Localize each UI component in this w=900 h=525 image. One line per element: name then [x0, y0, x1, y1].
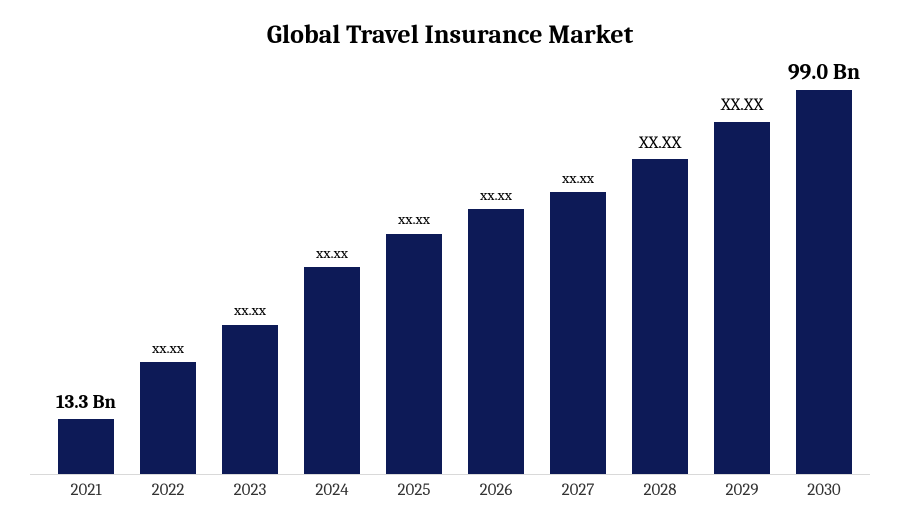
bar-group: XX.XX — [701, 60, 783, 474]
bar — [468, 209, 524, 474]
x-axis-label: 2026 — [455, 481, 537, 500]
bar-group: xx.xx — [455, 60, 537, 474]
bar — [796, 90, 852, 474]
bar-value-label: xx.xx — [480, 187, 512, 204]
x-axis-label: 2021 — [45, 481, 127, 500]
chart-container: Global Travel Insurance Market 13.3 Bn xx… — [0, 0, 900, 525]
bar-group: 99.0 Bn — [783, 60, 865, 474]
bar-value-label: xx.xx — [562, 170, 594, 187]
bar-value-label: xx.xx — [398, 211, 430, 228]
bar-group: XX.XX — [619, 60, 701, 474]
bar-group: xx.xx — [127, 60, 209, 474]
x-axis-label: 2023 — [209, 481, 291, 500]
x-axis-label: 2022 — [127, 481, 209, 500]
plot-area: 13.3 Bn xx.xx xx.xx xx.xx xx.xx xx.xx xx.xx XX.… — [30, 60, 870, 475]
bar-group: 13.3 Bn — [45, 60, 127, 474]
bar — [58, 419, 114, 474]
x-axis-label: 2025 — [373, 481, 455, 500]
bar-value-label: XX.XX — [721, 97, 763, 116]
bar — [632, 159, 688, 474]
bar — [304, 267, 360, 474]
x-axis: 2021202220232024202520262027202820292030 — [30, 475, 870, 500]
bar-group: xx.xx — [209, 60, 291, 474]
x-axis-label: 2028 — [619, 481, 701, 500]
bar-group: xx.xx — [373, 60, 455, 474]
bar-group: xx.xx — [537, 60, 619, 474]
bar — [386, 234, 442, 474]
bar — [140, 362, 196, 474]
bar-value-label: XX.XX — [639, 135, 681, 154]
x-axis-label: 2029 — [701, 481, 783, 500]
bar-value-label: xx.xx — [234, 302, 266, 319]
bar — [222, 325, 278, 474]
bar — [550, 192, 606, 474]
chart-title: Global Travel Insurance Market — [30, 20, 870, 50]
x-axis-label: 2030 — [783, 481, 865, 500]
bar — [714, 122, 770, 474]
x-axis-label: 2024 — [291, 481, 373, 500]
bar-value-label: 99.0 Bn — [788, 60, 860, 84]
bar-value-label: xx.xx — [316, 245, 348, 262]
bar-value-label: xx.xx — [152, 340, 184, 357]
bar-value-label: 13.3 Bn — [56, 392, 116, 413]
x-axis-label: 2027 — [537, 481, 619, 500]
bar-group: xx.xx — [291, 60, 373, 474]
